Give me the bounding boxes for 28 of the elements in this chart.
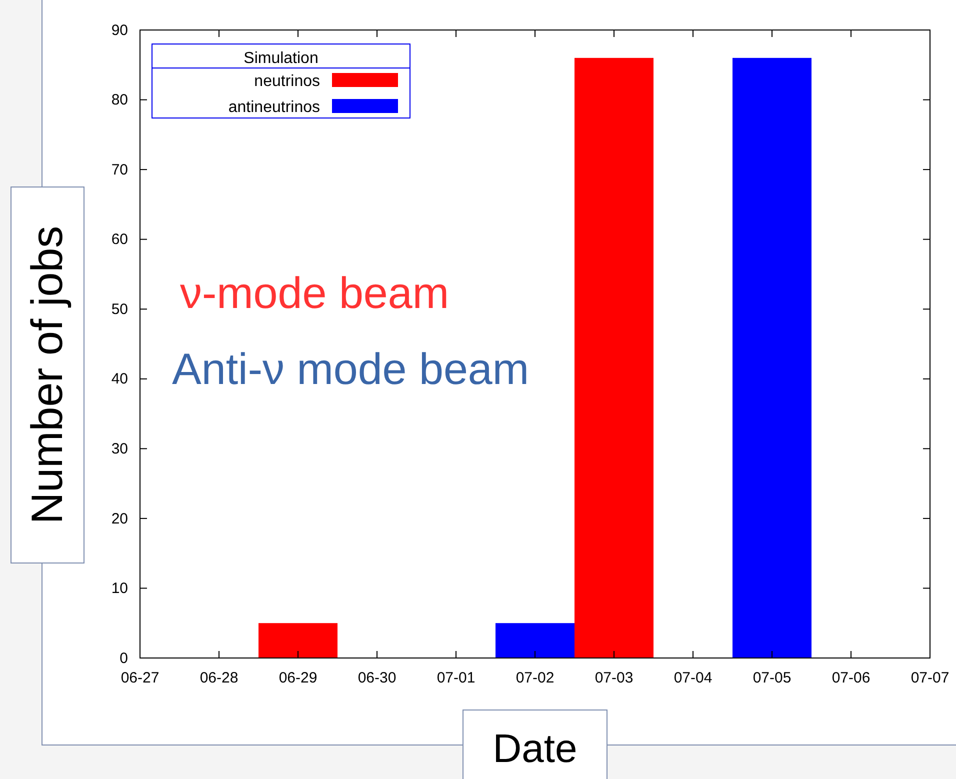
x-tick-label: 07-01 (436, 670, 476, 687)
legend-title: Simulation (244, 50, 318, 67)
y-tick-label: 10 (111, 580, 128, 598)
y-tick-label: 0 (120, 650, 128, 667)
x-tick-label: 07-07 (910, 670, 950, 687)
y-tick-label: 20 (111, 510, 128, 528)
y-tick-label: 60 (111, 231, 128, 248)
y-tick-label: 80 (111, 92, 128, 109)
y-tick-label: 70 (111, 161, 128, 178)
annotation: ν-mode beam (180, 269, 450, 318)
x-tick-label: 06-30 (358, 670, 396, 687)
y-tick-label: 90 (111, 22, 128, 39)
x-tick-label: 06-28 (200, 670, 238, 687)
x-tick-label: 06-27 (120, 670, 160, 687)
x-tick-label: 07-05 (752, 670, 792, 687)
x-tick-label: 07-03 (594, 670, 634, 687)
annotation: Anti-ν mode beam (172, 345, 530, 394)
legend-label: antineutrinos (228, 99, 320, 116)
x-tick-label: 07-02 (516, 670, 554, 687)
y-tick-label: 50 (111, 300, 128, 318)
x-tick-label: 06-29 (278, 670, 318, 687)
legend-label: neutrinos (254, 73, 320, 90)
x-tick-label: 07-04 (674, 670, 712, 687)
x-axis-title: Date (492, 727, 578, 771)
y-tick-label: 40 (111, 370, 128, 388)
y-axis-title: Number of jobs (23, 226, 72, 524)
y-tick-label: 30 (111, 440, 128, 458)
x-tick-label: 07-06 (832, 670, 870, 687)
